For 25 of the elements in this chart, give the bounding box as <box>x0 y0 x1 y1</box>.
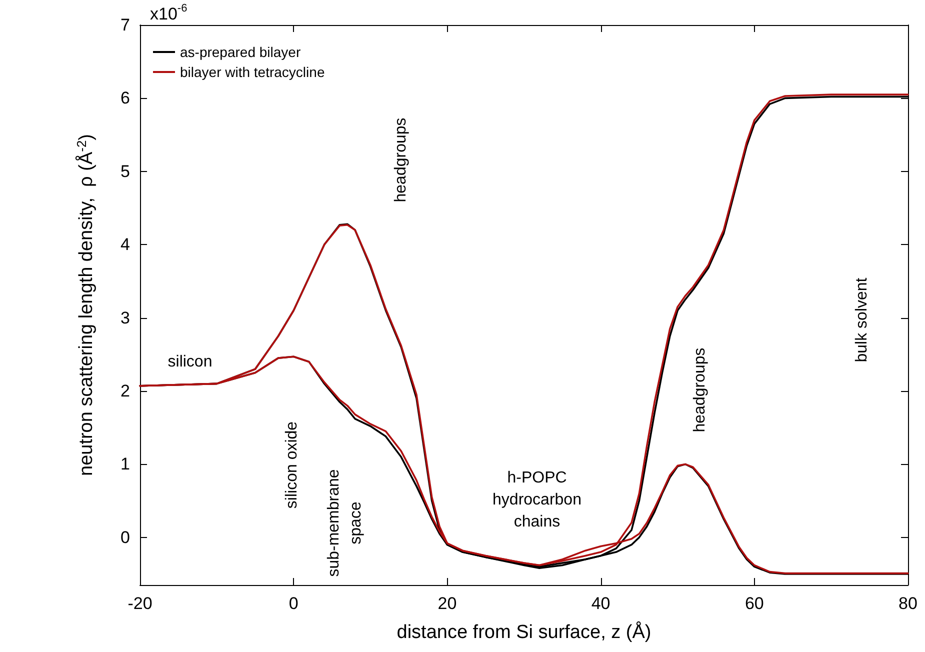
annotation: silicon oxide <box>284 421 300 509</box>
annotation: silicon <box>168 354 212 370</box>
legend-label: as-prepared bilayer <box>180 44 301 60</box>
annotation: headgroups <box>692 348 708 432</box>
annotation: h-POPC hydrocarbon chains <box>492 470 582 530</box>
x-tick-label: 20 <box>438 594 457 613</box>
x-tick-label: 0 <box>288 594 298 613</box>
y-tick-label: 3 <box>120 308 130 328</box>
y-tick-label: 7 <box>120 16 130 34</box>
legend-label: bilayer with tetracycline <box>180 64 325 80</box>
x-tick-label: -20 <box>128 594 152 613</box>
y-tick-label: 2 <box>120 382 130 401</box>
y-tick-label: 5 <box>120 162 130 181</box>
annotation: sub-membrane space <box>326 469 364 577</box>
y-tick-label: 6 <box>120 88 130 108</box>
y-axis-title: neutron scattering length density, ρ (Å-2) <box>74 134 97 476</box>
x-tick-label: 60 <box>744 594 764 613</box>
x-tick-label: 40 <box>591 594 610 613</box>
y-tick-label: 0 <box>120 528 130 547</box>
y-tick-label: 4 <box>120 235 130 254</box>
annotation: headgroups <box>392 118 410 202</box>
x-tick-label: 80 <box>898 594 918 613</box>
y-tick-label: 1 <box>120 454 130 474</box>
annotation: bulk solvent <box>854 277 870 362</box>
x-axis-title: distance from Si surface, z (Å) <box>396 621 652 643</box>
